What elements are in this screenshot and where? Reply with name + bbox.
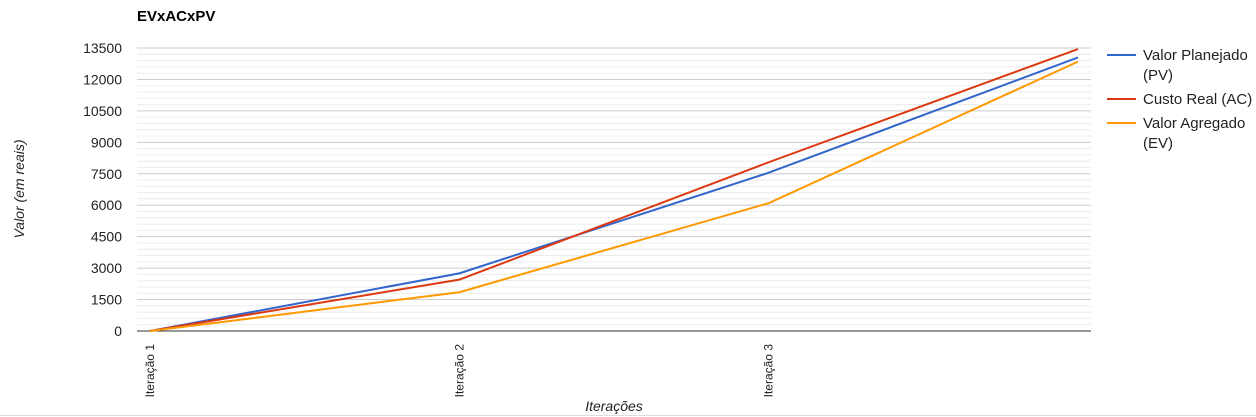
series-line bbox=[149, 56, 1079, 332]
legend-label: (PV) bbox=[1143, 67, 1173, 84]
y-tick-label: 7500 bbox=[91, 166, 122, 182]
x-axis-label: Iterações bbox=[585, 398, 643, 414]
y-tick-label: 13500 bbox=[83, 40, 122, 56]
legend-label: Custo Real (AC) bbox=[1143, 91, 1252, 108]
y-tick-label: 0 bbox=[114, 323, 122, 339]
x-tick-label: Iteração 2 bbox=[452, 344, 466, 398]
y-axis-ticks: 0 1500 3000 4500 6000 7500 9000 10500 12000 13500 bbox=[83, 40, 122, 339]
legend-label: Valor Agregado bbox=[1143, 115, 1245, 132]
x-tick-label: Iteração 1 bbox=[143, 344, 157, 398]
y-tick-label: 10500 bbox=[83, 103, 122, 119]
bottom-divider bbox=[0, 415, 1256, 416]
y-tick-label: 6000 bbox=[91, 197, 122, 213]
y-tick-label: 4500 bbox=[91, 229, 122, 245]
chart-title: EVxACxPV bbox=[137, 8, 215, 25]
legend-item: Valor Planejado (PV) bbox=[1107, 47, 1248, 84]
y-axis-label: Valor (em reais) bbox=[11, 139, 27, 238]
legend-item: Valor Agregado (EV) bbox=[1107, 115, 1245, 152]
y-tick-label: 1500 bbox=[91, 292, 122, 308]
legend-label: (EV) bbox=[1143, 135, 1173, 152]
y-tick-label: 9000 bbox=[91, 134, 122, 150]
legend-label: Valor Planejado bbox=[1143, 47, 1248, 64]
legend: Valor Planejado (PV) Custo Real (AC) Valor … bbox=[1107, 47, 1252, 152]
y-tick-label: 12000 bbox=[83, 71, 122, 87]
series-line bbox=[149, 60, 1079, 332]
series-line bbox=[149, 48, 1079, 332]
legend-item: Custo Real (AC) bbox=[1107, 91, 1252, 108]
x-axis-ticks: Iteração 1 Iteração 2 Iteração 3 bbox=[143, 344, 776, 398]
series-lines bbox=[149, 48, 1079, 332]
y-tick-label: 3000 bbox=[91, 260, 122, 276]
x-tick-label: Iteração 3 bbox=[762, 344, 776, 398]
grid bbox=[137, 47, 1091, 326]
